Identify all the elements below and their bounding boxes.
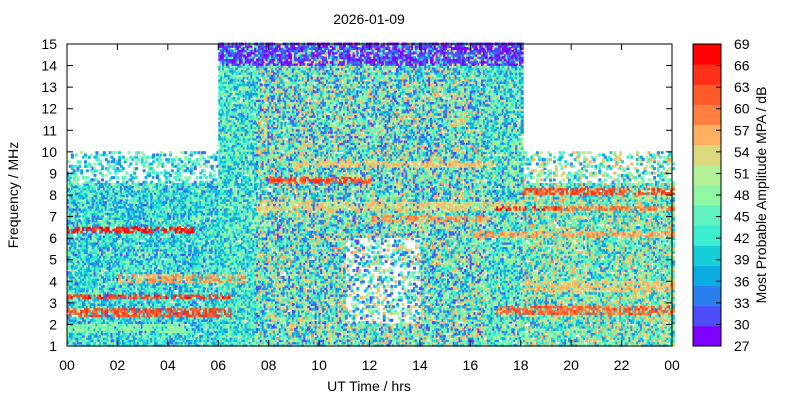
heatmap-cell [129, 163, 132, 166]
heatmap-cell [137, 151, 140, 154]
heatmap-cell [143, 169, 146, 172]
heatmap-cell [169, 174, 172, 177]
heatmap-cell [107, 160, 110, 163]
heatmap-cell [135, 167, 138, 170]
heatmap-cell [77, 176, 80, 179]
heatmap-cell [101, 165, 104, 168]
chart-title: 2026-01-09 [333, 11, 405, 27]
heatmap-cell [114, 151, 117, 154]
heatmap-cell [78, 160, 81, 163]
heatmap-cell [146, 156, 149, 159]
heatmap-cell [163, 154, 166, 157]
heatmap-cell [101, 178, 104, 181]
heatmap-cell [184, 151, 187, 154]
heatmap-cell [112, 176, 115, 179]
heatmap-cell [167, 158, 170, 161]
heatmap-cell [80, 169, 83, 172]
heatmap-cell [86, 169, 89, 172]
heatmap-cell [94, 163, 97, 166]
heatmap-cell [75, 154, 78, 157]
heatmap-cell [118, 151, 121, 154]
heatmap-cell [196, 158, 199, 161]
heatmap-cell [126, 158, 129, 161]
heatmap-cell [194, 151, 197, 154]
heatmap-cell [95, 169, 98, 172]
heatmap-cell [118, 156, 121, 159]
heatmap-cell [99, 160, 102, 163]
heatmap-cell [105, 174, 108, 177]
heatmap-cell [80, 151, 83, 154]
heatmap-cell [126, 172, 129, 175]
heatmap-cell [156, 172, 159, 175]
heatmap-cell [203, 169, 206, 172]
heatmap-cell [194, 181, 197, 184]
heatmap-cell [94, 174, 97, 177]
heatmap-cell [180, 160, 183, 163]
heatmap-cell [160, 158, 163, 161]
heatmap-cell [135, 176, 138, 179]
heatmap-cell [71, 154, 74, 157]
heatmap-cell [73, 169, 76, 172]
heatmap-cell [169, 151, 172, 154]
heatmap-cell [137, 158, 140, 161]
heatmap-cell [199, 176, 202, 179]
heatmap-cell [203, 151, 206, 154]
heatmap-cell [152, 160, 155, 163]
heatmap-cell [84, 154, 87, 157]
heatmap-cell [86, 176, 89, 179]
heatmap-cells [67, 43, 675, 347]
heatmap-cell [199, 165, 202, 168]
heatmap-cell [112, 158, 115, 161]
heatmap-cell [152, 154, 155, 157]
heatmap-cell [84, 160, 87, 163]
heatmap-cell [109, 165, 112, 168]
heatmap-cell [192, 172, 195, 175]
heatmap-cell [163, 165, 166, 168]
heatmap-cell [160, 172, 163, 175]
heatmap-cell [188, 176, 191, 179]
heatmap-cell [95, 151, 98, 154]
heatmap-cell [196, 176, 199, 179]
heatmap-cell [90, 154, 93, 157]
heatmap-cell [124, 176, 127, 179]
heatmap-cell [122, 276, 125, 279]
heatmap-cell [101, 174, 104, 177]
heatmap-cell [184, 156, 187, 159]
heatmap-cell [122, 167, 125, 170]
heatmap-cell [152, 169, 155, 172]
heatmap-cell [179, 172, 182, 175]
heatmap-cell [109, 172, 112, 175]
heatmap-cell [128, 151, 131, 154]
heatmap-cell [116, 176, 119, 179]
heatmap-cell [105, 154, 108, 157]
